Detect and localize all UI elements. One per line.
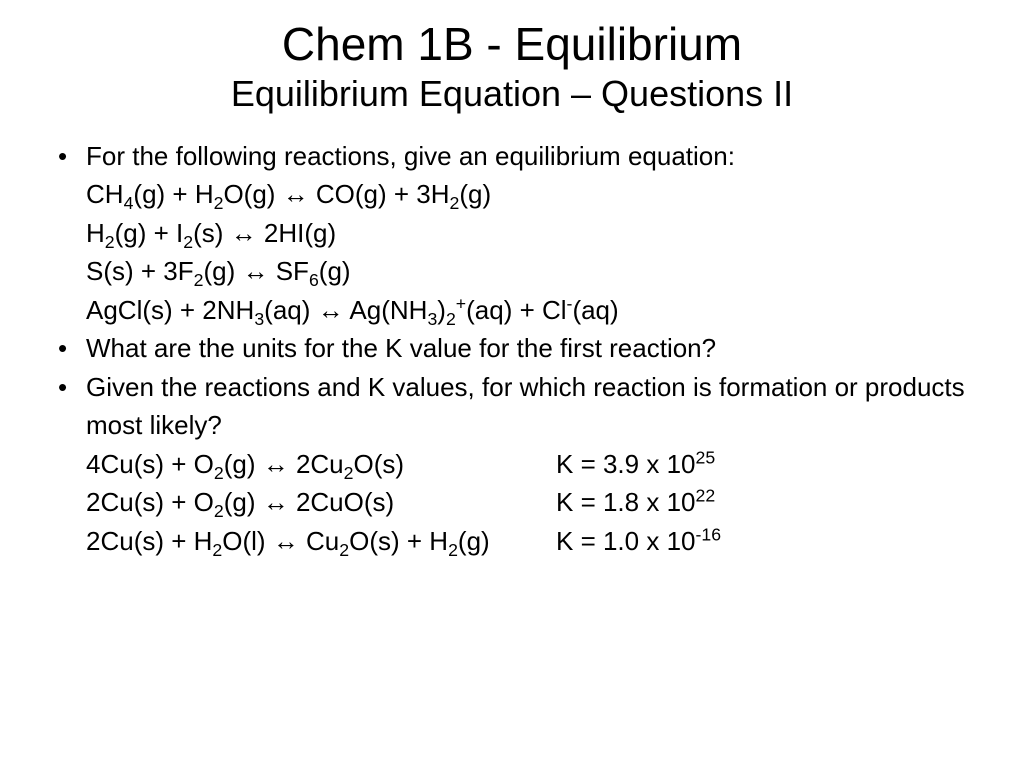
reaction-4: AgCl(s) + 2NH3(aq) ↔ Ag(NH3)2+(aq) + Cl-… (50, 291, 974, 329)
bullet-2: What are the units for the K value for t… (50, 329, 974, 367)
reaction-k-1: 4Cu(s) + O2(g) ↔ 2Cu2O(s) K = 3.9 x 1025 (50, 445, 974, 483)
bullet-1: For the following reactions, give an equ… (50, 137, 974, 175)
reaction-1: CH4(g) + H2O(g) ↔ CO(g) + 3H2(g) (50, 175, 974, 213)
reaction-k-2-formula: 2Cu(s) + O2(g) ↔ 2CuO(s) (86, 483, 556, 521)
reaction-3: S(s) + 3F2(g) ↔ SF6(g) (50, 252, 974, 290)
reaction-k-3-value: K = 1.0 x 10-16 (556, 522, 974, 560)
reaction-k-1-formula: 4Cu(s) + O2(g) ↔ 2Cu2O(s) (86, 445, 556, 483)
reaction-k-2: 2Cu(s) + O2(g) ↔ 2CuO(s) K = 1.8 x 1022 (50, 483, 974, 521)
reaction-k-2-value: K = 1.8 x 1022 (556, 483, 974, 521)
reaction-k-1-value: K = 3.9 x 1025 (556, 445, 974, 483)
slide-title: Chem 1B - Equilibrium (50, 18, 974, 71)
reaction-k-3-formula: 2Cu(s) + H2O(l) ↔ Cu2O(s) + H2(g) (86, 522, 556, 560)
bullet-3: Given the reactions and K values, for wh… (50, 368, 974, 445)
slide-subtitle: Equilibrium Equation – Questions II (50, 73, 974, 115)
reaction-2: H2(g) + I2(s) ↔ 2HI(g) (50, 214, 974, 252)
reaction-k-3: 2Cu(s) + H2O(l) ↔ Cu2O(s) + H2(g) K = 1.… (50, 522, 974, 560)
slide-body: For the following reactions, give an equ… (50, 137, 974, 560)
